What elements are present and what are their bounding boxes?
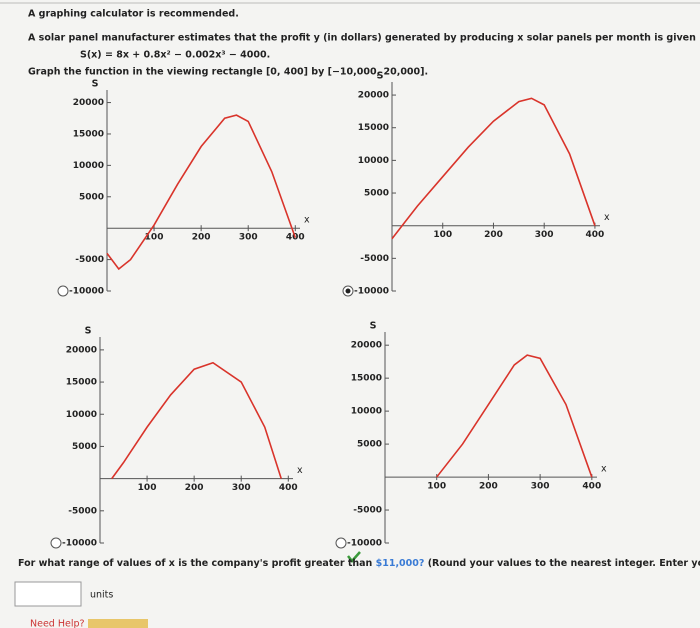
y-tick-label: 5000 <box>79 192 104 202</box>
x-tick-label: 400 <box>586 230 605 240</box>
instruction: Graph the function in the viewing rectan… <box>28 67 428 78</box>
x-tick-label: 300 <box>232 483 251 493</box>
x-tick-label: 300 <box>531 482 550 492</box>
x-tick-label: 400 <box>286 233 305 243</box>
y-tick-label: -5000 <box>353 506 382 516</box>
help-button[interactable] <box>88 619 148 628</box>
y-tick-label: 10000 <box>66 410 97 420</box>
axis-label: x <box>601 464 607 475</box>
y-tick-label: -5000 <box>360 254 389 264</box>
question: For what range of values of x is the com… <box>18 558 700 569</box>
check-mark <box>347 551 361 563</box>
y-tick-label: 5000 <box>364 189 389 199</box>
curve <box>111 361 282 480</box>
axis-label: S <box>377 71 384 82</box>
y-tick-label: -10000 <box>62 539 97 549</box>
x-tick-label: 400 <box>582 482 601 492</box>
axis-label: S <box>85 326 92 337</box>
equation: S(x) = 8x + 0.8x² − 0.002x³ − 4000. <box>80 50 270 61</box>
problem: A solar panel manufacturer estimates tha… <box>28 33 700 44</box>
axis-label: S <box>92 79 99 90</box>
y-tick-label: 20000 <box>73 98 104 108</box>
x-tick-label: 200 <box>185 483 204 493</box>
y-tick-label: -5000 <box>75 255 104 265</box>
note: A graphing calculator is recommended. <box>28 9 239 20</box>
y-tick-label: -10000 <box>354 287 389 297</box>
question-text: For what range of values of x is the com… <box>18 558 376 569</box>
answer-input[interactable] <box>14 581 82 607</box>
amount: $11,000? <box>376 558 425 569</box>
x-tick-label: 300 <box>239 233 258 243</box>
x-tick-label: 100 <box>138 483 157 493</box>
y-tick-label: 15000 <box>73 129 104 139</box>
curve <box>106 114 297 271</box>
radio-button[interactable] <box>335 537 347 549</box>
x-tick-label: 400 <box>279 483 298 493</box>
x-tick-label: 200 <box>479 482 498 492</box>
y-tick-label: 20000 <box>351 341 382 351</box>
y-tick-label: -10000 <box>347 539 382 549</box>
x-tick-label: 100 <box>433 230 452 240</box>
x-tick-label: 300 <box>535 230 554 240</box>
y-tick-label: -5000 <box>68 506 97 516</box>
x-tick-label: 200 <box>192 233 211 243</box>
y-tick-label: 5000 <box>72 442 97 452</box>
question-text: (Round your values to the nearest intege… <box>424 558 700 569</box>
x-tick-label: 100 <box>427 482 446 492</box>
axis-label: S <box>370 321 377 332</box>
x-tick-label: 200 <box>484 230 503 240</box>
x-tick-label: 100 <box>145 233 164 243</box>
radio-button[interactable] <box>57 285 69 297</box>
curve <box>436 354 593 478</box>
y-tick-label: 10000 <box>351 407 382 417</box>
unit-label: units <box>90 590 113 601</box>
y-tick-label: 15000 <box>66 378 97 388</box>
help-link[interactable]: Need Help? <box>30 619 85 628</box>
radio-button[interactable] <box>50 537 62 549</box>
axis-label: x <box>304 215 310 226</box>
y-tick-label: 15000 <box>351 374 382 384</box>
axis-label: x <box>604 212 610 223</box>
axis-label: x <box>297 465 303 476</box>
y-tick-label: 10000 <box>73 161 104 171</box>
y-tick-label: 15000 <box>358 123 389 133</box>
y-tick-label: 20000 <box>358 91 389 101</box>
y-tick-label: 20000 <box>66 345 97 355</box>
y-tick-label: -10000 <box>69 287 104 297</box>
curve <box>391 97 596 240</box>
y-tick-label: 5000 <box>357 440 382 450</box>
y-tick-label: 10000 <box>358 156 389 166</box>
radio-dot[interactable] <box>345 288 351 294</box>
